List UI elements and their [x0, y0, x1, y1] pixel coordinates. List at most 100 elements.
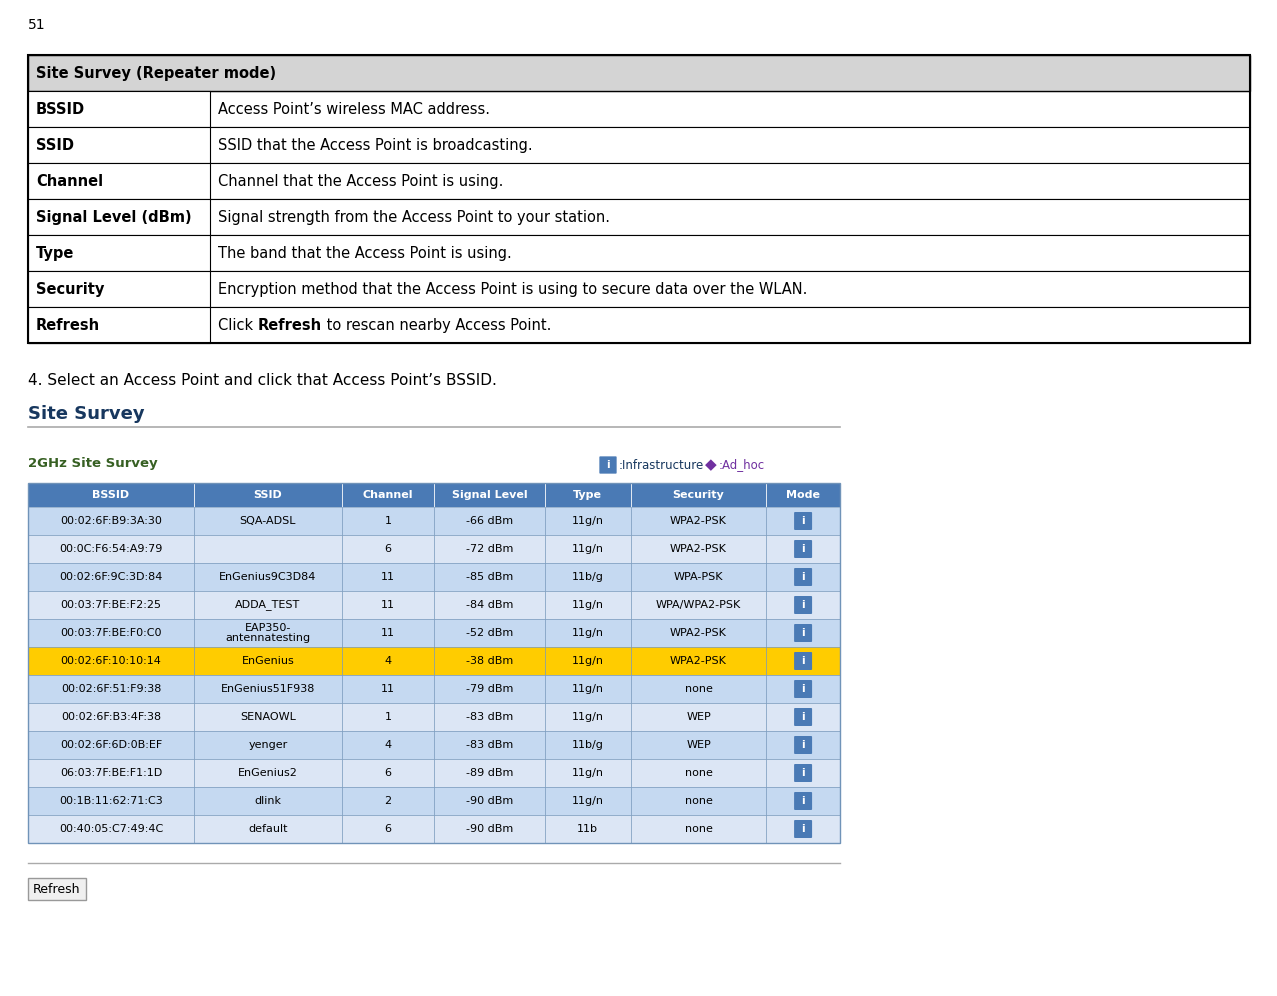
Bar [28, 199, 1250, 235]
Bar [28, 307, 209, 343]
Text: 11b/g: 11b/g [572, 740, 604, 750]
Text: 11: 11 [381, 684, 395, 694]
Bar [28, 91, 209, 127]
Bar [434, 787, 545, 815]
Text: SENAOWL: SENAOWL [240, 712, 296, 722]
Bar [194, 787, 342, 815]
Text: Click: Click [218, 318, 258, 333]
Bar [342, 563, 434, 591]
FancyBboxPatch shape [794, 680, 812, 698]
Text: EAP350-: EAP350- [245, 623, 291, 633]
Bar [28, 535, 194, 563]
FancyBboxPatch shape [794, 652, 812, 670]
Text: 11g/n: 11g/n [572, 516, 604, 526]
Text: ◆: ◆ [705, 457, 716, 472]
Text: Encryption method that the Access Point is using to secure data over the WLAN.: Encryption method that the Access Point … [218, 282, 807, 297]
Bar [766, 619, 840, 647]
Text: WEP: WEP [686, 740, 711, 750]
Text: none: none [684, 796, 713, 806]
Bar [342, 507, 434, 535]
Bar [342, 535, 434, 563]
Text: 11: 11 [381, 600, 395, 610]
Text: :Infrastructure: :Infrastructure [619, 458, 704, 471]
Bar [194, 647, 342, 675]
Text: i: i [801, 628, 805, 638]
Bar [434, 731, 545, 759]
Bar [28, 199, 209, 235]
Text: The band that the Access Point is using.: The band that the Access Point is using. [218, 245, 512, 261]
Bar [631, 591, 766, 619]
Bar [28, 235, 209, 271]
Text: 00:02:6F:B9:3A:30: 00:02:6F:B9:3A:30 [60, 516, 162, 526]
Text: none: none [684, 768, 713, 778]
Bar [342, 619, 434, 647]
Text: i: i [607, 460, 610, 470]
Bar [766, 483, 840, 507]
Bar [194, 731, 342, 759]
Bar [766, 675, 840, 703]
Text: 11b/g: 11b/g [572, 572, 604, 582]
FancyBboxPatch shape [28, 878, 86, 900]
Text: i: i [801, 516, 805, 526]
Bar [194, 535, 342, 563]
Text: -90 dBm: -90 dBm [466, 796, 513, 806]
Text: 06:03:7F:BE:F1:1D: 06:03:7F:BE:F1:1D [60, 768, 162, 778]
Text: -79 dBm: -79 dBm [466, 684, 513, 694]
Text: 6: 6 [384, 768, 391, 778]
Text: WPA2-PSK: WPA2-PSK [670, 516, 727, 526]
Bar [342, 647, 434, 675]
Text: i: i [801, 600, 805, 610]
Text: 11g/n: 11g/n [572, 628, 604, 638]
Text: -38 dBm: -38 dBm [466, 656, 513, 666]
Text: antennatesting: antennatesting [225, 633, 310, 643]
Text: to rescan nearby Access Point.: to rescan nearby Access Point. [322, 318, 552, 333]
Text: -83 dBm: -83 dBm [466, 712, 513, 722]
Text: none: none [684, 824, 713, 834]
Text: none: none [684, 684, 713, 694]
Text: Refresh: Refresh [33, 882, 80, 895]
Text: Security: Security [36, 282, 105, 297]
Text: i: i [801, 544, 805, 554]
FancyBboxPatch shape [794, 708, 812, 726]
Bar [28, 163, 209, 199]
Bar [28, 563, 194, 591]
Text: i: i [801, 656, 805, 666]
Text: Refresh: Refresh [258, 318, 322, 333]
Bar [342, 815, 434, 843]
FancyBboxPatch shape [599, 456, 617, 474]
Text: 6: 6 [384, 544, 391, 554]
Bar [194, 675, 342, 703]
Bar [28, 55, 1250, 91]
Text: EnGenius: EnGenius [241, 656, 294, 666]
Text: Type: Type [36, 245, 74, 261]
Text: Signal Level (dBm): Signal Level (dBm) [36, 209, 192, 224]
Bar [28, 271, 1250, 307]
Bar [631, 619, 766, 647]
Bar [28, 759, 194, 787]
Text: -66 dBm: -66 dBm [466, 516, 513, 526]
Bar [766, 647, 840, 675]
Bar [342, 759, 434, 787]
Bar [28, 675, 194, 703]
Bar [434, 591, 545, 619]
Text: BSSID: BSSID [92, 490, 129, 500]
Text: 11g/n: 11g/n [572, 768, 604, 778]
Text: i: i [801, 768, 805, 778]
FancyBboxPatch shape [794, 764, 812, 782]
Bar [545, 787, 631, 815]
Text: 00:1B:11:62:71:C3: 00:1B:11:62:71:C3 [59, 796, 163, 806]
Text: Mode: Mode [787, 490, 820, 500]
Bar [631, 815, 766, 843]
Bar [766, 563, 840, 591]
Text: BSSID: BSSID [36, 102, 86, 117]
Bar [545, 647, 631, 675]
Bar [28, 235, 1250, 271]
FancyBboxPatch shape [794, 568, 812, 586]
Text: Site Survey (Repeater mode): Site Survey (Repeater mode) [36, 66, 276, 81]
Text: SSID that the Access Point is broadcasting.: SSID that the Access Point is broadcasti… [218, 137, 533, 152]
Bar [631, 483, 766, 507]
Bar [28, 271, 209, 307]
Text: yenger: yenger [248, 740, 287, 750]
Text: -52 dBm: -52 dBm [466, 628, 513, 638]
Bar [631, 647, 766, 675]
